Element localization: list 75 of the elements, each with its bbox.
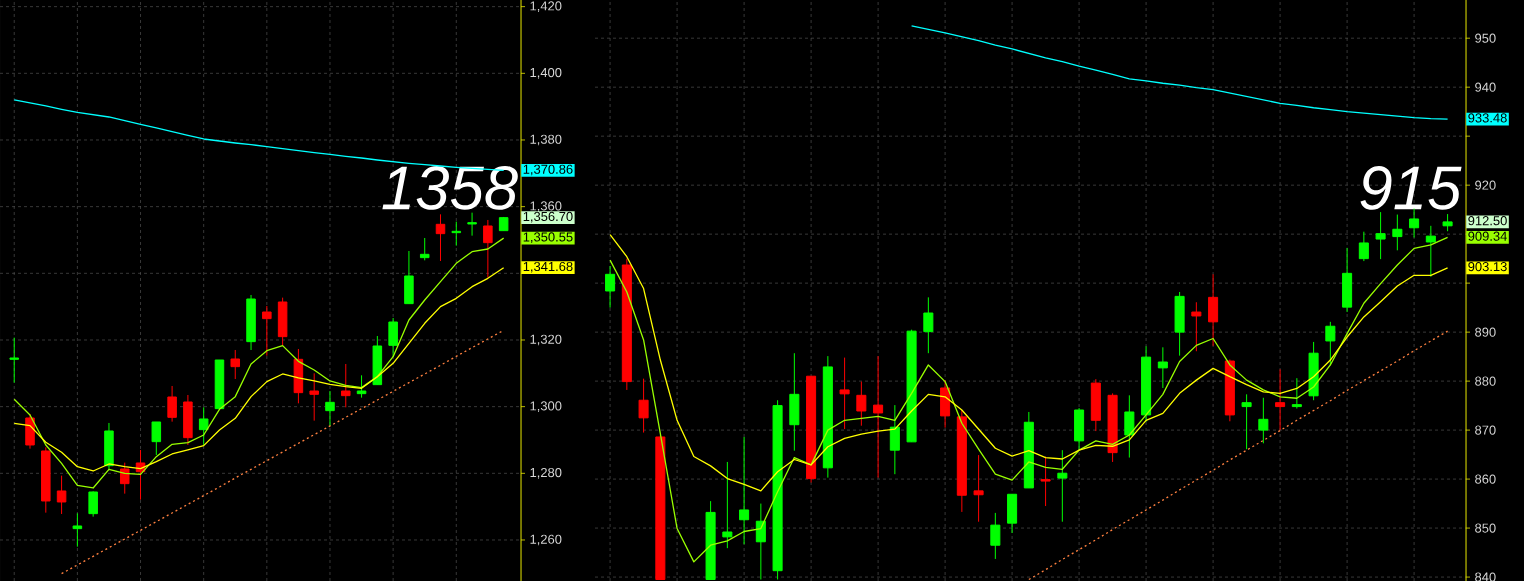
candlestick (56, 475, 67, 515)
candlestick (1275, 368, 1286, 431)
candlestick (739, 436, 750, 545)
candlestick (1191, 301, 1202, 352)
y-tick-label: 1,420 (530, 1, 562, 12)
data-label: 903.13 (1468, 262, 1507, 272)
line-series (609, 236, 1449, 563)
y-tick-label: 920 (1475, 180, 1496, 190)
y-tick-label: 850 (1475, 523, 1496, 533)
y-tick-label: 840 (1475, 572, 1496, 581)
candlestick (839, 357, 850, 430)
candlestick (722, 461, 733, 549)
candlestick (72, 512, 83, 548)
data-label: 909.34 (1468, 231, 1507, 241)
candlestick (873, 355, 884, 479)
candlestick (119, 462, 130, 495)
y-tick-label: 860 (1475, 474, 1496, 484)
candlestick (435, 213, 446, 262)
candlestick (483, 219, 493, 279)
candlestick (1157, 346, 1168, 389)
candlestick (341, 363, 351, 408)
data-label: 1,370.86 (523, 164, 573, 176)
candlestick (1358, 231, 1369, 262)
y-tick-label: 1,380 (530, 134, 562, 146)
y-tick-label: 870 (1475, 425, 1496, 435)
candlestick (889, 404, 900, 475)
y-tick-label: 1,280 (530, 467, 562, 479)
y-tick-label: 890 (1475, 327, 1496, 337)
candlestick (1375, 211, 1386, 260)
candlestick (419, 237, 430, 261)
candlestick (923, 296, 934, 354)
candlestick (1325, 321, 1336, 366)
candlestick (1409, 208, 1420, 239)
y-tick-label: 1,300 (530, 401, 562, 412)
candlestick (230, 349, 241, 380)
y-tick-label: 1,260 (530, 534, 562, 546)
candlestick (990, 512, 1001, 560)
candlestick (973, 454, 984, 523)
candlestick (309, 372, 319, 422)
y-tick-label: 880 (1475, 376, 1496, 386)
data-label: 1,341.68 (523, 261, 573, 273)
y-tick-label: 940 (1475, 82, 1496, 92)
candlestick (325, 390, 335, 427)
candlestick (388, 317, 398, 358)
candlestick (356, 374, 367, 399)
candlestick (451, 221, 462, 247)
candlestick (9, 337, 19, 384)
candlestick (1291, 377, 1302, 410)
y-tick-label: 950 (1475, 33, 1496, 43)
y-tick-label: 1,360 (530, 201, 562, 212)
candlestick (198, 406, 209, 446)
data-label: 933.48 (1468, 113, 1507, 123)
candlestick (1258, 397, 1269, 444)
y-tick-label: 1,400 (530, 67, 562, 79)
candlestick (605, 265, 616, 309)
candlestick (1392, 214, 1403, 251)
data-label: 1,350.55 (523, 232, 573, 244)
annotation: 1358 (382, 166, 518, 210)
candlestick (262, 305, 272, 357)
candlestick (167, 385, 177, 423)
candlestick (1124, 394, 1135, 459)
candlestick (1425, 225, 1436, 278)
candlestick (638, 378, 649, 434)
candlestick (1241, 393, 1252, 450)
candlestick (467, 212, 477, 237)
candlestick (856, 381, 867, 427)
candlestick (151, 421, 162, 456)
text: 1,356.70 (523, 211, 573, 223)
candlestick (88, 490, 98, 518)
y-tick-label: 1,320 (530, 334, 562, 346)
candlestick (1040, 456, 1051, 507)
text: 912.50 (1468, 216, 1507, 226)
line-series (13, 237, 505, 489)
candlestick (1057, 449, 1068, 523)
annotation: 915 (1360, 166, 1462, 210)
